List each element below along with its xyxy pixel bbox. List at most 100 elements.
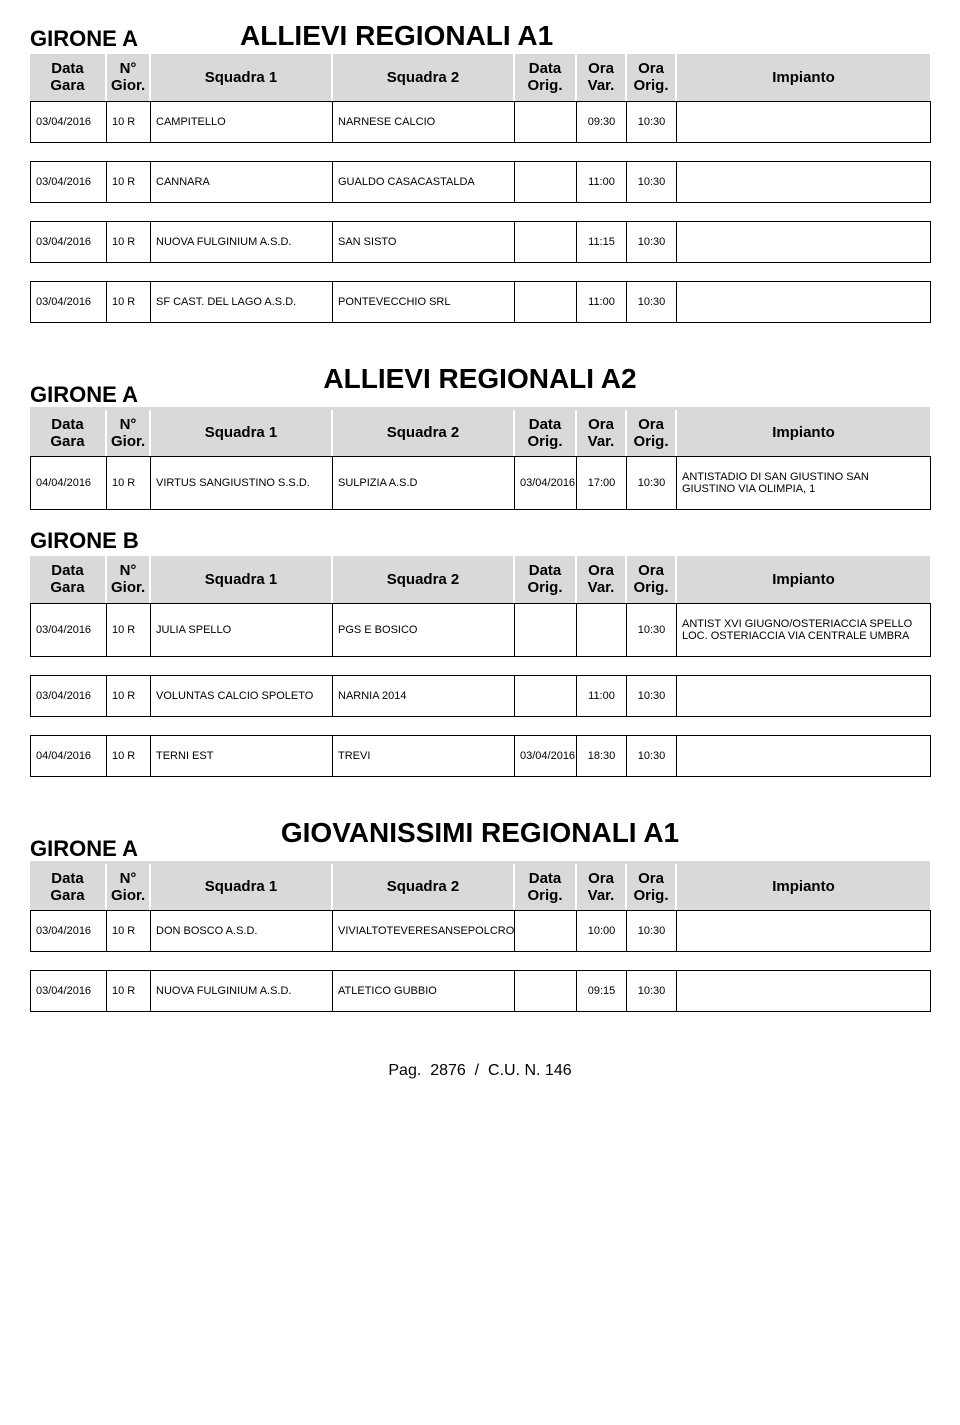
page-footer: Pag. 2876 / C.U. N. 146 <box>30 1062 930 1080</box>
cell-imp <box>677 911 931 952</box>
data-table: 03/04/2016 10 R VOLUNTAS CALCIO SPOLETO … <box>30 675 931 717</box>
column-header-table: DataGara N°Gior. Squadra 1 Squadra 2 Dat… <box>30 54 930 101</box>
col-data-orig: DataOrig. <box>514 54 576 101</box>
cell-dorig <box>515 281 577 322</box>
cell-imp <box>677 281 931 322</box>
cell-data: 04/04/2016 <box>31 457 107 510</box>
table-row: 03/04/2016 10 R DON BOSCO A.S.D. VIVIALT… <box>31 911 931 952</box>
col-squadra1: Squadra 1 <box>150 556 332 603</box>
cell-gior: 10 R <box>107 161 151 202</box>
cell-s2: PONTEVECCHIO SRL <box>333 281 515 322</box>
cell-s2: NARNESE CALCIO <box>333 101 515 142</box>
cell-gior: 10 R <box>107 971 151 1012</box>
col-squadra1: Squadra 1 <box>150 864 332 911</box>
col-ora-var: OraVar. <box>576 54 626 101</box>
cell-oorig: 10:30 <box>627 221 677 262</box>
col-data-orig: DataOrig. <box>514 556 576 603</box>
cell-dorig <box>515 911 577 952</box>
col-squadra2: Squadra 2 <box>332 556 514 603</box>
cell-dorig <box>515 161 577 202</box>
cell-oorig: 10:30 <box>627 603 677 656</box>
cell-s1: SF CAST. DEL LAGO A.S.D. <box>151 281 333 322</box>
col-data-orig: DataOrig. <box>514 410 576 457</box>
cell-data: 03/04/2016 <box>31 911 107 952</box>
column-header-table: DataGara N°Gior. Squadra 1 Squadra 2 Dat… <box>30 864 930 911</box>
col-ora-orig: OraOrig. <box>626 410 676 457</box>
cell-ovar <box>577 603 627 656</box>
cell-imp <box>677 101 931 142</box>
cell-s2: SULPIZIA A.S.D <box>333 457 515 510</box>
table-row: 03/04/2016 10 R VOLUNTAS CALCIO SPOLETO … <box>31 675 931 716</box>
col-gior: N°Gior. <box>106 54 150 101</box>
cell-s1: CAMPITELLO <box>151 101 333 142</box>
data-table: 03/04/2016 10 R NUOVA FULGINIUM A.S.D. S… <box>30 221 931 263</box>
cell-ovar: 17:00 <box>577 457 627 510</box>
col-gior: N°Gior. <box>106 556 150 603</box>
cell-s1: VIRTUS SANGIUSTINO S.S.D. <box>151 457 333 510</box>
cell-dorig: 03/04/2016 <box>515 735 577 776</box>
col-ora-orig: OraOrig. <box>626 864 676 911</box>
cell-imp: ANTISTADIO DI SAN GIUSTINO SAN GIUSTINO … <box>677 457 931 510</box>
cell-oorig: 10:30 <box>627 735 677 776</box>
cell-data: 03/04/2016 <box>31 603 107 656</box>
col-ora-var: OraVar. <box>576 410 626 457</box>
column-header-table: DataGara N°Gior. Squadra 1 Squadra 2 Dat… <box>30 410 930 457</box>
col-squadra2: Squadra 2 <box>332 864 514 911</box>
girone-label: GIRONE A <box>30 26 180 52</box>
col-data-gara: DataGara <box>30 556 106 603</box>
cell-gior: 10 R <box>107 675 151 716</box>
cell-ovar: 11:00 <box>577 161 627 202</box>
col-data-gara: DataGara <box>30 54 106 101</box>
col-data-gara: DataGara <box>30 410 106 457</box>
cell-gior: 10 R <box>107 603 151 656</box>
cell-gior: 10 R <box>107 101 151 142</box>
col-squadra2: Squadra 2 <box>332 410 514 457</box>
col-squadra1: Squadra 1 <box>150 410 332 457</box>
data-table: 03/04/2016 10 R SF CAST. DEL LAGO A.S.D.… <box>30 281 931 323</box>
cell-oorig: 10:30 <box>627 161 677 202</box>
col-ora-orig: OraOrig. <box>626 54 676 101</box>
cell-data: 03/04/2016 <box>31 281 107 322</box>
table-row: 03/04/2016 10 R CAMPITELLO NARNESE CALCI… <box>31 101 931 142</box>
cell-s1: NUOVA FULGINIUM A.S.D. <box>151 971 333 1012</box>
cell-s2: GUALDO CASACASTALDA <box>333 161 515 202</box>
cell-ovar: 11:00 <box>577 281 627 322</box>
data-table: 03/04/2016 10 R CANNARA GUALDO CASACASTA… <box>30 161 931 203</box>
table-row: 03/04/2016 10 R SF CAST. DEL LAGO A.S.D.… <box>31 281 931 322</box>
cell-ovar: 11:00 <box>577 675 627 716</box>
cell-ovar: 18:30 <box>577 735 627 776</box>
cell-data: 03/04/2016 <box>31 221 107 262</box>
cell-data: 03/04/2016 <box>31 101 107 142</box>
col-data-orig: DataOrig. <box>514 864 576 911</box>
col-impianto: Impianto <box>676 54 930 101</box>
data-table: 03/04/2016 10 R DON BOSCO A.S.D. VIVIALT… <box>30 910 931 952</box>
cell-oorig: 10:30 <box>627 911 677 952</box>
cell-oorig: 10:30 <box>627 281 677 322</box>
col-impianto: Impianto <box>676 864 930 911</box>
table-row: 04/04/2016 10 R VIRTUS SANGIUSTINO S.S.D… <box>31 457 931 510</box>
cell-ovar: 09:15 <box>577 971 627 1012</box>
cell-gior: 10 R <box>107 221 151 262</box>
col-squadra2: Squadra 2 <box>332 54 514 101</box>
data-table: 03/04/2016 10 R JULIA SPELLO PGS E BOSIC… <box>30 603 931 657</box>
cell-gior: 10 R <box>107 735 151 776</box>
cell-imp <box>677 221 931 262</box>
section-title: ALLIEVI REGIONALI A1 <box>240 20 553 52</box>
table-row: 03/04/2016 10 R CANNARA GUALDO CASACASTA… <box>31 161 931 202</box>
cell-dorig <box>515 603 577 656</box>
table-row: 04/04/2016 10 R TERNI EST TREVI 03/04/20… <box>31 735 931 776</box>
data-table: 03/04/2016 10 R CAMPITELLO NARNESE CALCI… <box>30 101 931 143</box>
cell-data: 03/04/2016 <box>31 675 107 716</box>
cell-s1: DON BOSCO A.S.D. <box>151 911 333 952</box>
cell-gior: 10 R <box>107 911 151 952</box>
col-data-gara: DataGara <box>30 864 106 911</box>
col-gior: N°Gior. <box>106 864 150 911</box>
cell-s2: NARNIA 2014 <box>333 675 515 716</box>
cell-data: 03/04/2016 <box>31 971 107 1012</box>
cell-data: 03/04/2016 <box>31 161 107 202</box>
cell-dorig: 03/04/2016 <box>515 457 577 510</box>
table-row: 03/04/2016 10 R NUOVA FULGINIUM A.S.D. A… <box>31 971 931 1012</box>
data-table: 04/04/2016 10 R TERNI EST TREVI 03/04/20… <box>30 735 931 777</box>
cell-imp: ANTIST XVI GIUGNO/OSTERIACCIA SPELLO LOC… <box>677 603 931 656</box>
cell-dorig <box>515 675 577 716</box>
